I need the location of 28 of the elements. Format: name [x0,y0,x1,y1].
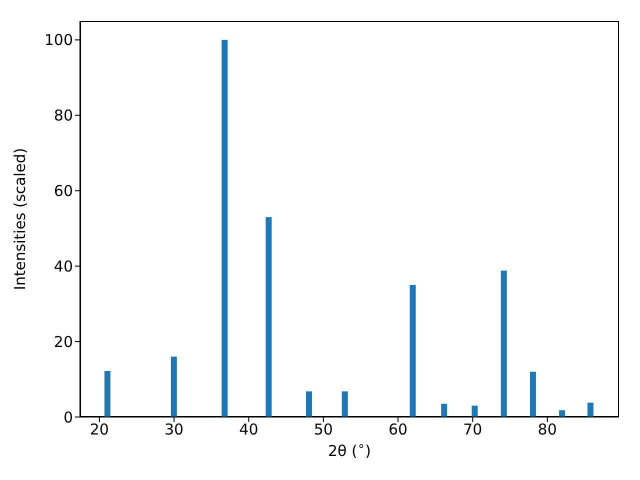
x-tick-label: 70 [463,420,482,439]
y-tick-label: 20 [54,332,73,351]
y-tick-label: 0 [63,408,73,426]
bar [559,410,566,417]
bar [306,391,312,417]
y-tick-label: 100 [44,31,73,50]
bar [170,356,177,417]
x-tick-label: 30 [164,420,184,439]
y-axis-title: Intensities (scaled) [11,148,29,290]
bar [410,285,416,417]
bar [342,391,348,417]
y-tick-label: 60 [54,182,73,200]
bar [587,402,594,417]
bar [266,217,272,417]
x-tick-label: 60 [388,420,408,439]
bar [222,40,228,417]
bar [104,370,110,417]
x-tick-label: 80 [538,420,557,439]
x-tick-label: 50 [314,420,333,439]
bar [441,404,448,417]
x-tick-label: 20 [90,420,109,439]
x-axis-title: 2θ ($^{∘}$) [326,438,372,460]
x-tick-label: 40 [239,420,258,439]
y-tick-label: 80 [54,106,73,125]
y-tick-label: 40 [54,257,73,276]
bar [500,270,507,417]
bar [530,372,536,417]
bar [472,406,478,417]
